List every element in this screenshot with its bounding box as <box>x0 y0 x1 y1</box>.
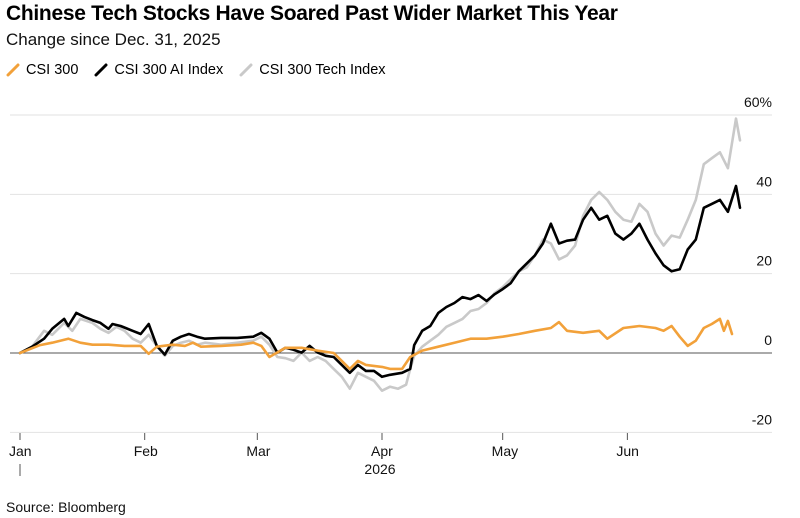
legend-swatch-csi300-icon <box>6 63 20 77</box>
x-tick-label: Jan <box>9 443 32 459</box>
series-lines <box>18 117 742 392</box>
legend: CSI 300 CSI 300 AI Index CSI 300 Tech In… <box>6 62 402 78</box>
x-tick-label: Apr <box>371 443 393 459</box>
y-tick-label: 40 <box>756 173 772 189</box>
series-line-ai <box>18 184 742 379</box>
y-tick-label: 60% <box>744 94 772 110</box>
x-axis-ticks: Jan Feb Mar Apr May Jun 2026 <box>9 433 639 477</box>
x-tick-label: Feb <box>134 443 158 459</box>
legend-label-ai: CSI 300 AI Index <box>114 62 224 78</box>
y-tick-label: 20 <box>756 253 772 269</box>
legend-item-ai: CSI 300 AI Index <box>94 62 223 78</box>
x-tick-label: Mar <box>246 443 270 459</box>
legend-label-tech: CSI 300 Tech Index <box>259 62 386 78</box>
y-tick-label: -20 <box>752 411 772 427</box>
x-tick-label: May <box>492 443 518 459</box>
series-line-tech <box>18 117 742 392</box>
legend-item-csi300: CSI 300 <box>6 62 78 78</box>
y-axis-ticks: 60% 40 20 0 -20 <box>744 94 772 427</box>
chart-subtitle: Change since Dec. 31, 2025 <box>6 30 221 49</box>
gridlines <box>10 114 772 433</box>
chart-title: Chinese Tech Stocks Have Soared Past Wid… <box>6 2 618 25</box>
source-note: Source: Bloomberg <box>6 499 126 515</box>
y-tick-label: 0 <box>764 332 772 348</box>
legend-item-tech: CSI 300 Tech Index <box>239 62 386 78</box>
x-tick-label: Jun <box>616 443 639 459</box>
year-label: 2026 <box>364 461 395 477</box>
series-line-csi300 <box>18 317 734 371</box>
legend-swatch-ai-icon <box>94 63 108 77</box>
legend-swatch-tech-icon <box>239 63 253 77</box>
legend-label-csi300: CSI 300 <box>26 62 79 78</box>
